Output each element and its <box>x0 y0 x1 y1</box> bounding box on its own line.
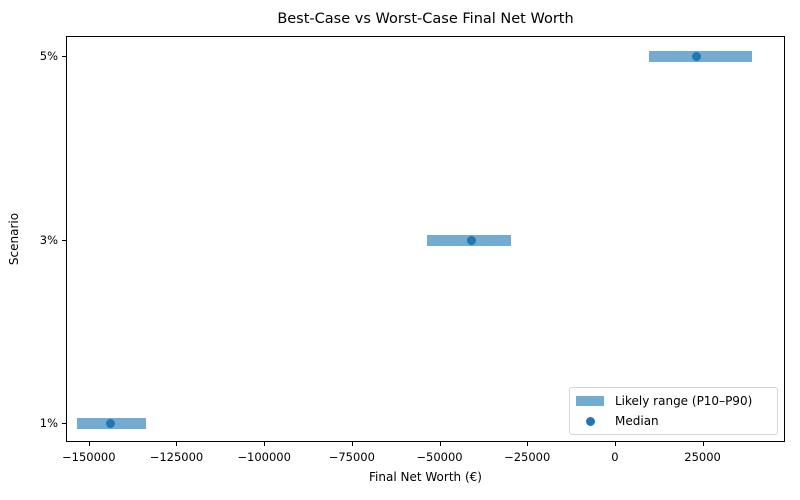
x-tick <box>614 442 616 446</box>
y-axis-label: Scenario <box>7 212 21 266</box>
x-tick <box>88 442 90 446</box>
median-dot-icon <box>585 416 595 426</box>
x-tick-label: −150000 <box>62 450 116 464</box>
x-tick <box>176 442 178 446</box>
y-tick <box>62 56 66 57</box>
x-tick-label: −25000 <box>504 450 551 464</box>
x-tick <box>439 442 441 446</box>
legend: Likely range (P10–P90) Median <box>569 387 778 435</box>
chart-title: Best-Case vs Worst-Case Final Net Worth <box>277 11 574 27</box>
x-tick <box>264 442 266 446</box>
x-tick <box>702 442 704 446</box>
legend-range-label: Likely range (P10–P90) <box>615 394 753 408</box>
legend-item-median: Median <box>576 414 659 428</box>
y-tick-label: 3% <box>39 233 58 247</box>
x-tick-label: −125000 <box>149 450 204 464</box>
x-tick-label: 0 <box>611 450 619 464</box>
median-point <box>692 51 702 61</box>
legend-item-range: Likely range (P10–P90) <box>576 394 752 408</box>
y-tick <box>62 240 66 241</box>
median-point <box>106 418 116 428</box>
median-point <box>466 235 476 245</box>
x-tick <box>351 442 353 446</box>
plot-area <box>66 36 785 442</box>
x-tick-label: −100000 <box>237 450 291 464</box>
range-swatch-icon <box>576 396 604 406</box>
x-tick-label: −75000 <box>328 450 375 464</box>
legend-median-label: Median <box>615 414 659 428</box>
x-axis-label: Final Net Worth (€) <box>369 470 482 484</box>
y-tick-label: 5% <box>39 49 58 63</box>
y-tick-label: 1% <box>39 416 58 430</box>
x-tick-label: 25000 <box>684 450 721 464</box>
x-tick <box>527 442 529 446</box>
x-tick-label: −50000 <box>416 450 463 464</box>
y-tick <box>62 423 66 424</box>
